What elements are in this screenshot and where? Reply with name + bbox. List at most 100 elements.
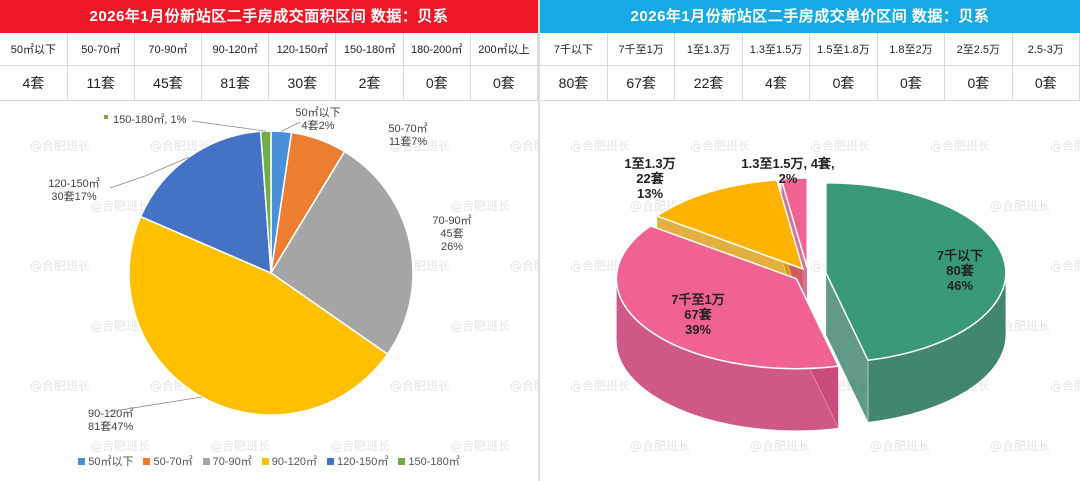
price-header-cell: 7千至1万: [607, 33, 676, 66]
watermark-text: @合肥班长: [450, 318, 510, 333]
pie-slice: [825, 181, 1007, 362]
watermark-text: @合肥班长: [30, 378, 90, 393]
legend-swatch: [261, 457, 269, 465]
pie-data-label: 90-120㎡ 81套47%: [88, 407, 133, 433]
watermark-text: @合肥班长: [990, 198, 1050, 213]
area-header-cell: 120-150㎡: [268, 33, 337, 66]
right-panel: 2026年1月份新站区二手房成交单价区间 数据：贝系 7千以下 7千至1万 1至…: [540, 0, 1080, 481]
legend-item: 120-150㎡: [327, 453, 388, 469]
legend-label: 120-150㎡: [337, 456, 389, 468]
pie-data-label-line: 150-180㎡, 1%: [113, 113, 187, 126]
area-value-cell: 4套: [0, 65, 68, 101]
watermark-text: @合肥班长: [630, 438, 690, 453]
pie-data-label-line: 26%: [441, 241, 463, 253]
pie-data-label-line: 50㎡以下: [295, 106, 340, 119]
price-pie-chart: @合肥班长 @合肥班长 @合肥班长 @合肥班长 @合肥班长 @合肥班长 @合肥班长 @合肥班长…: [540, 100, 1080, 481]
watermark-text: @合肥班长: [870, 438, 930, 453]
pie-data-label-line: 67套: [684, 307, 712, 322]
legend-label: 150-180㎡: [408, 456, 460, 468]
pie-data-label-line: 1.3至1.5万, 4套,: [741, 156, 834, 171]
left-title: 2026年1月份新站区二手房成交面积区间 数据：贝系: [0, 0, 538, 33]
watermark-text: @合肥班长: [810, 138, 870, 153]
area-value-row: 4套 11套 45套 81套 30套 2套 0套 0套: [0, 65, 539, 101]
pie-data-label-line: 4套2%: [301, 119, 334, 132]
pie-data-label-line: 7千至1万: [671, 292, 724, 307]
watermark-text: @合肥班长: [1050, 138, 1080, 153]
watermark-text: @合肥班长: [330, 438, 390, 453]
pie-slice: [269, 150, 414, 356]
legend-label: 50㎡以下: [88, 456, 134, 468]
pie-data-label-line: 30套17%: [51, 190, 96, 203]
price-value-cell: 80套: [540, 65, 608, 101]
watermark-text: @合肥班长: [90, 438, 150, 453]
price-header-cell: 1.8至2万: [877, 33, 946, 66]
pie-data-label-line: 11套7%: [389, 135, 428, 148]
price-value-cell: 0套: [1012, 65, 1080, 101]
area-value-cell: 2套: [335, 65, 404, 101]
pie-data-label-line: 1至1.3万: [624, 156, 675, 171]
watermark-text: @合肥班长: [570, 258, 630, 273]
price-value-cell: 0套: [809, 65, 878, 101]
area-header-cell: 90-120㎡: [201, 33, 270, 66]
area-header-cell: 50-70㎡: [67, 33, 135, 66]
price-value-row: 80套 67套 22套 4套 0套 0套 0套 0套: [540, 65, 1080, 101]
pie-data-label: 1.3至1.5万, 4套, 2%: [741, 156, 834, 186]
area-pie-chart: @合肥班长 @合肥班长 @合肥班长 @合肥班长 @合肥班长 @合肥班长 @合肥班长 @合肥班长…: [0, 100, 538, 481]
panel-divider: [538, 0, 540, 481]
label-marker: [104, 115, 108, 119]
pie-data-label-line: 50-70㎡: [388, 122, 427, 135]
area-header-cell: 200㎡以上: [470, 33, 539, 66]
watermark-text: @合肥班长: [90, 318, 150, 333]
area-value-cell: 81套: [201, 65, 270, 101]
pie-data-label-line: 13%: [637, 186, 663, 201]
legend-item: 50-70㎡: [143, 453, 193, 469]
area-header-row: 50㎡以下 50-70㎡ 70-90㎡ 90-120㎡ 120-150㎡ 150…: [0, 33, 539, 66]
watermark-text: @合肥班长: [510, 138, 538, 153]
price-header-cell: 2.5-3万: [1012, 33, 1080, 66]
area-value-cell: 30套: [268, 65, 337, 101]
pie-slice: [655, 179, 804, 271]
price-table: 7千以下 7千至1万 1至1.3万 1.3至1.5万 1.5至1.8万 1.8至…: [540, 33, 1080, 101]
area-value-cell: 0套: [470, 65, 539, 101]
pie-data-label: 1至1.3万 22套 13%: [624, 156, 675, 201]
legend-item: 70-90㎡: [202, 453, 252, 469]
pie-data-label: 50-70㎡ 11套7%: [388, 122, 427, 148]
watermark-text: @合肥班长: [1050, 258, 1080, 273]
pie-data-label-line: 90-120㎡: [88, 407, 133, 420]
price-header-row: 7千以下 7千至1万 1至1.3万 1.3至1.5万 1.5至1.8万 1.8至…: [540, 33, 1080, 66]
legend-item: 150-180㎡: [398, 453, 460, 469]
area-legend: 50㎡以下 50-70㎡ 70-90㎡ 90-120㎡ 120-150㎡ 150-180㎡: [0, 453, 538, 469]
area-table: 50㎡以下 50-70㎡ 70-90㎡ 90-120㎡ 120-150㎡ 150…: [0, 33, 539, 101]
area-value-cell: 11套: [67, 65, 135, 101]
price-header-cell: 1至1.3万: [674, 33, 743, 66]
area-header-cell: 70-90㎡: [134, 33, 203, 66]
pie-data-label-line: 120-150㎡: [48, 177, 99, 190]
pie-data-label-line: 70-90㎡: [432, 214, 471, 227]
legend-swatch: [78, 457, 86, 465]
watermark-text: @合肥班长: [390, 138, 450, 153]
watermark-text: @合肥班长: [570, 138, 630, 153]
price-value-cell: 4套: [742, 65, 811, 101]
watermark-text: @合肥班长: [1050, 378, 1080, 393]
pie-slice: [780, 177, 809, 269]
pie-data-label: 120-150㎡ 30套17%: [48, 177, 99, 203]
legend-swatch: [143, 457, 151, 465]
legend-swatch: [202, 457, 210, 465]
pie-data-label: 50㎡以下 4套2%: [295, 106, 340, 132]
price-header-cell: 7千以下: [540, 33, 608, 66]
watermark-text: @合肥班长: [450, 198, 510, 213]
pie-data-label-line: 7千以下: [937, 248, 983, 263]
watermark-text: @合肥班长: [990, 438, 1050, 453]
area-value-cell: 0套: [403, 65, 471, 101]
pie-slice: [615, 225, 840, 370]
watermark-text: @合肥班长: [510, 258, 538, 273]
leader-line: [107, 396, 202, 413]
price-value-cell: 22套: [674, 65, 743, 101]
legend-item: 90-120㎡: [261, 453, 317, 469]
leader-line: [191, 120, 266, 132]
legend-swatch: [398, 457, 406, 465]
area-header-cell: 50㎡以下: [0, 33, 68, 66]
area-value-cell: 45套: [134, 65, 203, 101]
price-pie-svg: @合肥班长 @合肥班长 @合肥班长 @合肥班长 @合肥班长 @合肥班长 @合肥班长 @合肥班长…: [570, 138, 1080, 453]
pie-data-label-line: 45套: [440, 227, 463, 240]
